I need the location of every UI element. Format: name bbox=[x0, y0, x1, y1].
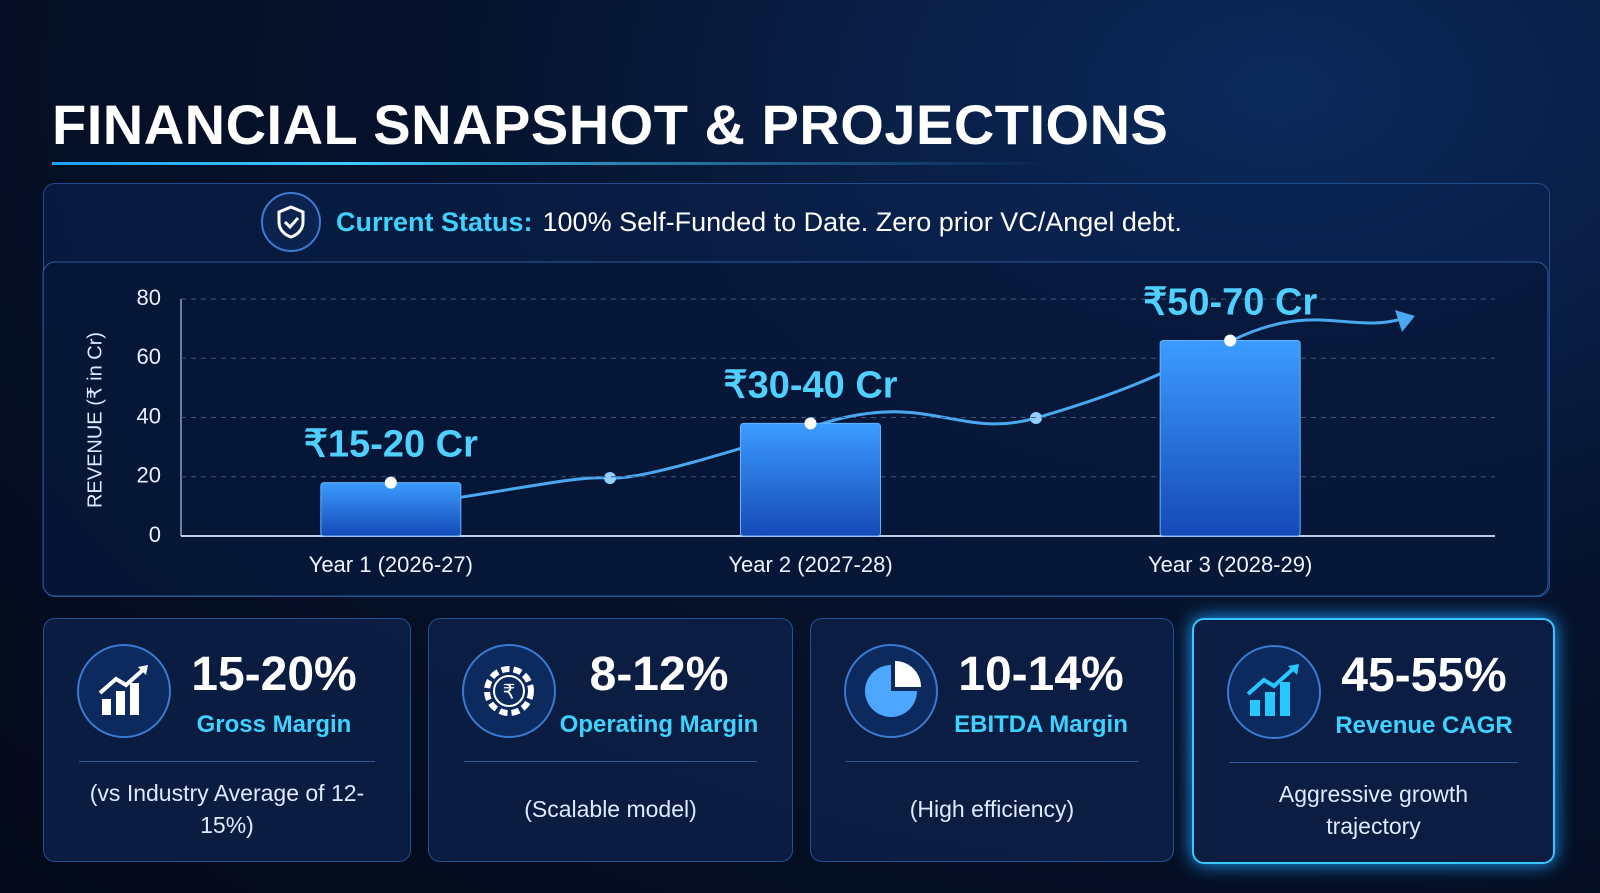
bar-top-dot bbox=[804, 417, 817, 430]
x-tick-label: Year 3 (2028-29) bbox=[1148, 552, 1312, 577]
bar bbox=[1159, 339, 1301, 537]
metric-card: 10-14% EBITDA Margin (High efficiency) bbox=[810, 618, 1174, 862]
card-icon bbox=[1227, 645, 1321, 739]
card-label: Operating Margin bbox=[559, 711, 759, 738]
status-label: Current Status: bbox=[336, 206, 533, 237]
value-label: ₹30-40 Cr bbox=[723, 364, 897, 406]
card-value: 45-55% bbox=[1341, 649, 1507, 702]
metric-card: 45-55% Revenue CAGR Aggressive growth traj… bbox=[1192, 618, 1555, 864]
y-axis-label: REVENUE (₹ in Cr) bbox=[84, 332, 106, 508]
metric-card: 15-20% Gross Margin (vs Industry Average o… bbox=[43, 618, 411, 862]
bar bbox=[320, 482, 462, 537]
x-tick-label: Year 1 (2026-27) bbox=[309, 552, 473, 577]
y-tick-label: 60 bbox=[137, 344, 161, 369]
card-icon: ₹ bbox=[462, 644, 556, 738]
svg-text:₹: ₹ bbox=[503, 681, 516, 703]
card-note: (vs Industry Average of 12-15%) bbox=[89, 780, 365, 838]
card-icon bbox=[77, 644, 171, 738]
metric-card: ₹8-12% Operating Margin (Scalable model) bbox=[428, 618, 793, 862]
x-tick-label: Year 2 (2027-28) bbox=[728, 552, 892, 577]
status-text: 100% Self-Funded to Date. Zero prior VC/… bbox=[542, 206, 1182, 237]
title-underline bbox=[52, 162, 1052, 165]
divider bbox=[79, 761, 375, 762]
card-note: (Scalable model) bbox=[524, 796, 697, 822]
shield-icon bbox=[261, 192, 321, 252]
bar-top-dot bbox=[1224, 334, 1237, 347]
y-tick-label: 20 bbox=[137, 463, 161, 488]
value-label: ₹15-20 Cr bbox=[304, 424, 478, 466]
y-tick-label: 80 bbox=[137, 285, 161, 310]
card-icon bbox=[844, 644, 938, 738]
status: Current Status: 100% Self-Funded to Date… bbox=[260, 192, 1182, 252]
card-value: 15-20% bbox=[191, 648, 357, 701]
title: FINANCIAL SNAPSHOT & PROJECTIONS bbox=[52, 93, 1169, 156]
trend-arrow bbox=[1395, 310, 1415, 332]
value-label: ₹50-70 Cr bbox=[1143, 282, 1317, 324]
y-tick-label: 40 bbox=[137, 403, 161, 428]
card-note: (High efficiency) bbox=[909, 796, 1075, 822]
bar-top-dot bbox=[384, 476, 397, 489]
bar bbox=[740, 422, 881, 537]
card-value: 10-14% bbox=[958, 648, 1124, 701]
card-label: Revenue CAGR bbox=[1335, 712, 1513, 739]
card-label: EBITDA Margin bbox=[954, 711, 1128, 738]
card-value: 8-12% bbox=[589, 648, 729, 701]
trend-dot bbox=[604, 472, 616, 484]
divider bbox=[1229, 762, 1518, 763]
card-label: Gross Margin bbox=[196, 711, 352, 738]
card-note: Aggressive growth trajectory bbox=[1278, 781, 1469, 839]
y-tick-label: 0 bbox=[149, 522, 161, 547]
divider bbox=[846, 761, 1138, 762]
divider bbox=[464, 761, 757, 762]
